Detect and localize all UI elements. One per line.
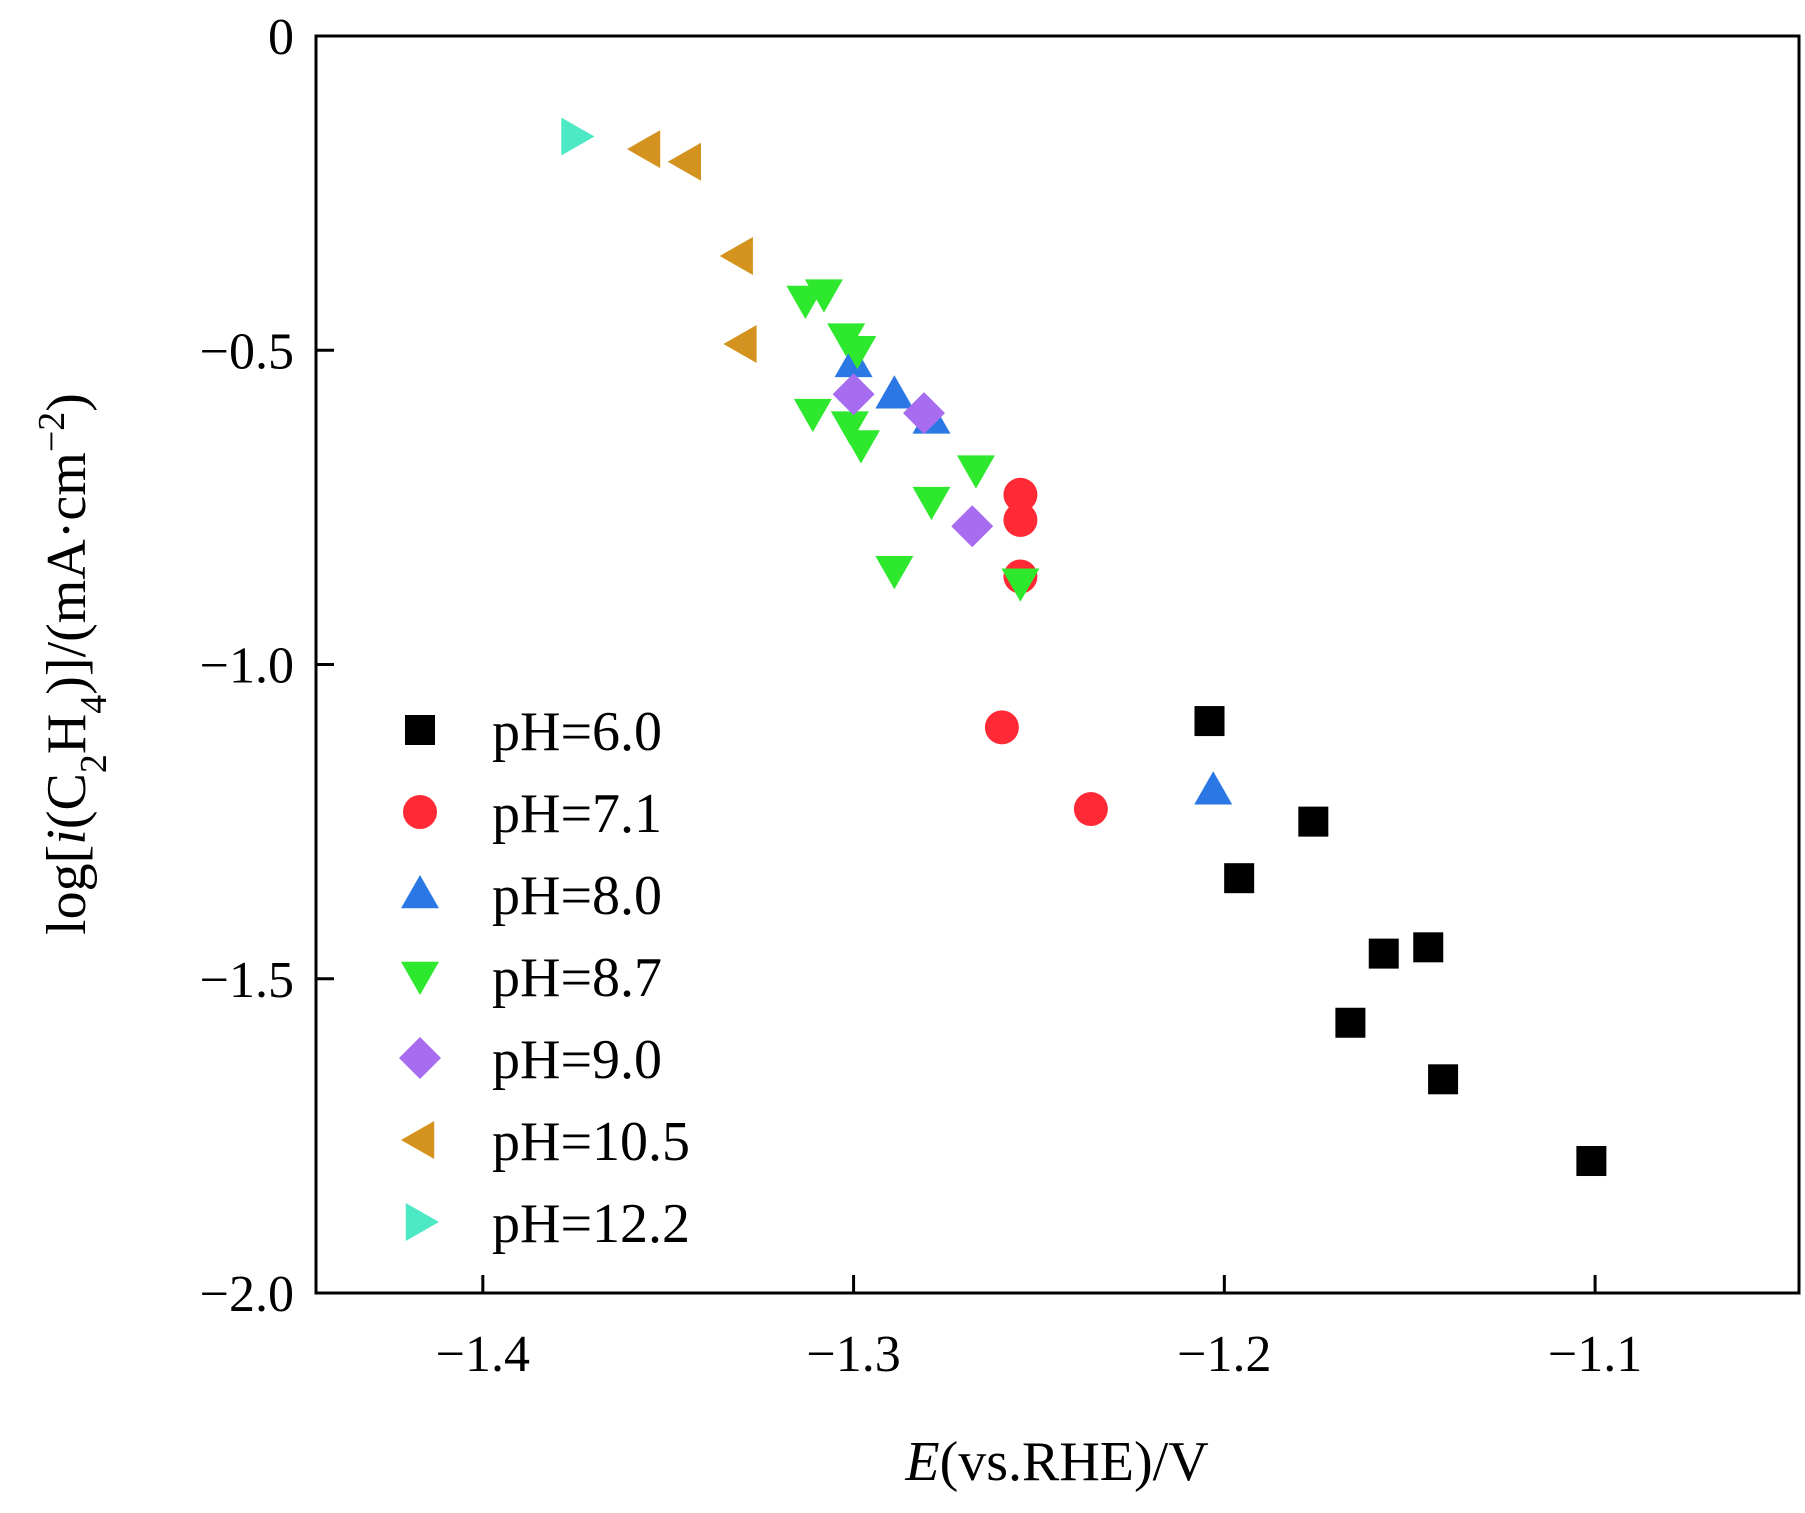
point-ph-8-7 [912, 486, 951, 521]
point-ph-9-0 [832, 373, 875, 416]
y-tick-label: −1.0 [200, 638, 294, 695]
point-ph-6-0 [1368, 938, 1399, 969]
legend-marker [401, 1121, 435, 1159]
point-ph-9-0 [951, 505, 994, 548]
x-tick-label: −1.1 [1548, 1326, 1642, 1383]
point-ph-10-5 [667, 142, 701, 181]
point-ph-8-7 [956, 455, 995, 489]
legend-marker [403, 795, 437, 829]
point-ph-10-5 [626, 130, 661, 169]
x-tick-label: −1.2 [1177, 1326, 1271, 1383]
legend-marker [399, 1037, 441, 1079]
point-ph-8-7 [804, 279, 843, 313]
point-ph-7-1 [1003, 502, 1038, 537]
point-ph-9-0 [903, 392, 946, 435]
plot-frame [314, 34, 1801, 1295]
point-ph-8-0 [875, 375, 914, 409]
point-ph-8-7 [838, 336, 877, 370]
point-ph-10-5 [723, 324, 757, 363]
x-axis-ticks: −1.4 −1.3 −1.2 −1.1 [436, 1275, 1642, 1383]
x-axis-title: E(vs.RHE)/V [904, 1431, 1208, 1493]
point-ph-12-2 [561, 117, 595, 156]
legend-label: pH=10.5 [492, 1111, 690, 1173]
point-ph-6-0 [1194, 706, 1225, 737]
data-points [561, 117, 1607, 1177]
point-ph-6-0 [1428, 1064, 1459, 1095]
point-ph-8-7 [830, 411, 869, 445]
legend-label: pH=8.0 [492, 865, 662, 927]
point-ph-6-0 [1298, 806, 1329, 837]
y-axis-ticks: 0 −0.5 −1.0 −1.5 −2.0 [200, 9, 334, 1323]
point-ph-8-7 [875, 555, 914, 590]
legend-label: pH=6.0 [492, 701, 662, 763]
x-tick-label: −1.4 [436, 1326, 530, 1383]
y-tick-label: −1.5 [200, 952, 294, 1009]
legend-label: pH=9.0 [492, 1029, 662, 1091]
legend: pH=6.0 pH=7.1 pH=8.0 pH=8.7 pH=9.0 pH=10.5 pH=… [399, 701, 690, 1255]
legend-marker [405, 715, 435, 745]
point-ph-8-0 [1194, 771, 1233, 805]
point-ph-6-0 [1224, 863, 1255, 894]
point-ph-6-0 [1335, 1007, 1366, 1038]
point-ph-7-1 [984, 710, 1019, 745]
point-ph-7-1 [1003, 477, 1038, 512]
point-ph-7-1 [1073, 792, 1108, 827]
y-tick-label: 0 [268, 9, 294, 66]
point-ph-6-0 [1576, 1146, 1607, 1177]
x-tick-label: −1.3 [806, 1326, 900, 1383]
legend-label: pH=8.7 [492, 947, 662, 1009]
point-ph-8-7 [842, 430, 881, 464]
y-tick-label: −0.5 [200, 323, 294, 380]
legend-marker [401, 961, 439, 995]
point-ph-8-7 [793, 398, 832, 433]
legend-marker [401, 875, 439, 909]
legend-marker [405, 1203, 439, 1241]
legend-label: pH=12.2 [492, 1193, 690, 1255]
point-ph-8-7 [1001, 568, 1040, 602]
y-axis-title: log[i(C2H4)]/(mA·cm−2) [31, 393, 115, 935]
point-ph-10-5 [719, 236, 753, 275]
y-tick-label: −2.0 [200, 1266, 294, 1323]
point-ph-6-0 [1413, 932, 1444, 963]
legend-label: pH=7.1 [492, 783, 662, 845]
